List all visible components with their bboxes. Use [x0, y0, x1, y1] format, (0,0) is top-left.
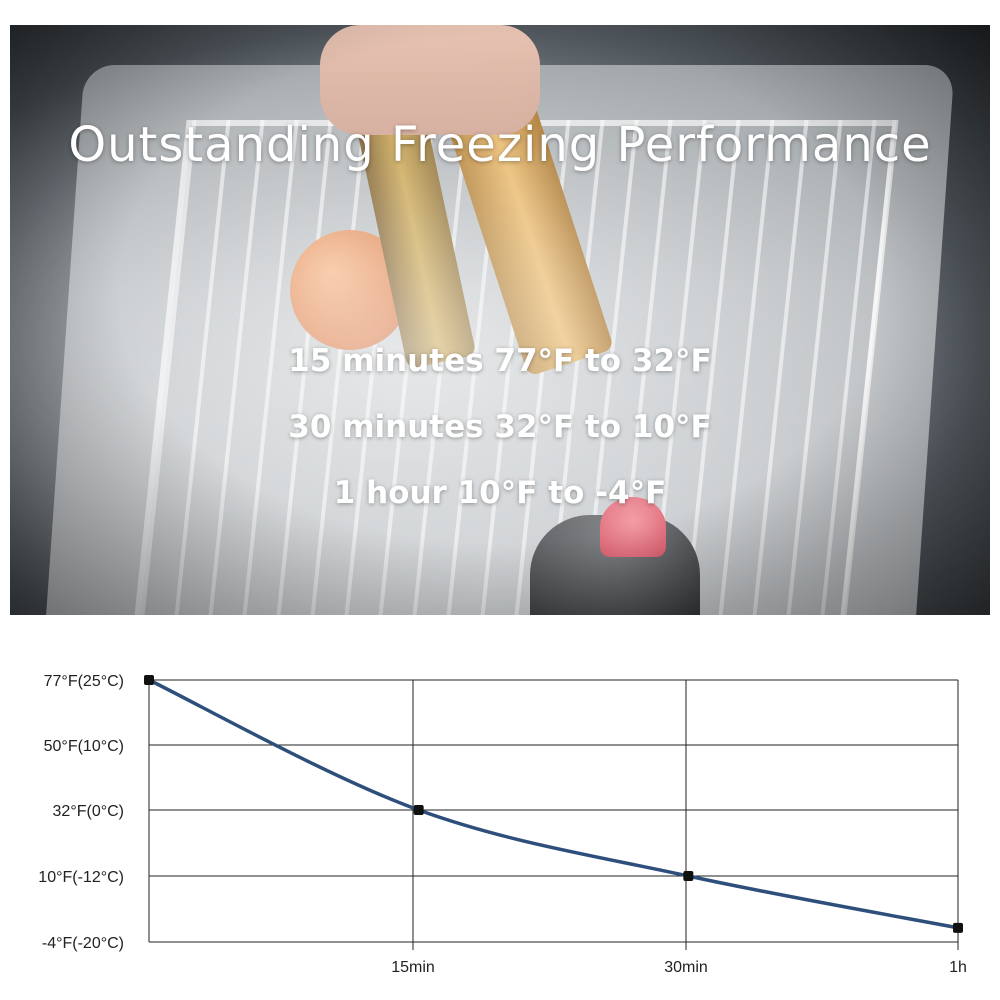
hero-line-30min: 30 minutes 32°F to 10°F: [288, 409, 712, 445]
x-tick-label: 30min: [664, 959, 708, 976]
series-line: [148, 678, 959, 930]
hero-title: Outstanding Freezing Performance: [68, 117, 932, 173]
hero-line-15min: 15 minutes 77°F to 32°F: [288, 343, 712, 379]
data-point-marker: [144, 675, 154, 685]
y-tick-label: 77°F(25°C): [44, 673, 124, 690]
y-tick-label: -4°F(-20°C): [42, 935, 124, 952]
data-point-marker: [953, 922, 963, 933]
cooling-chart: 77°F(25°C) 50°F(10°C) 32°F(0°C) 10°F(-12°C)…: [38, 673, 967, 976]
vignette-overlay: [10, 25, 990, 615]
hero-line-1h: 1 hour 10°F to -4°F: [333, 475, 667, 511]
x-tick-label: 15min: [391, 959, 435, 976]
cold-mist-overlay: [10, 25, 990, 615]
y-tick-label: 50°F(10°C): [44, 738, 124, 755]
y-tick-label: 10°F(-12°C): [38, 869, 124, 886]
data-point-marker: [413, 805, 424, 815]
x-tick-label: 1h: [949, 959, 967, 976]
y-tick-label: 32°F(0°C): [53, 803, 124, 820]
data-point-marker: [683, 871, 694, 881]
hero-photo: Outstanding Freezing Performance 15 minu…: [10, 25, 990, 615]
